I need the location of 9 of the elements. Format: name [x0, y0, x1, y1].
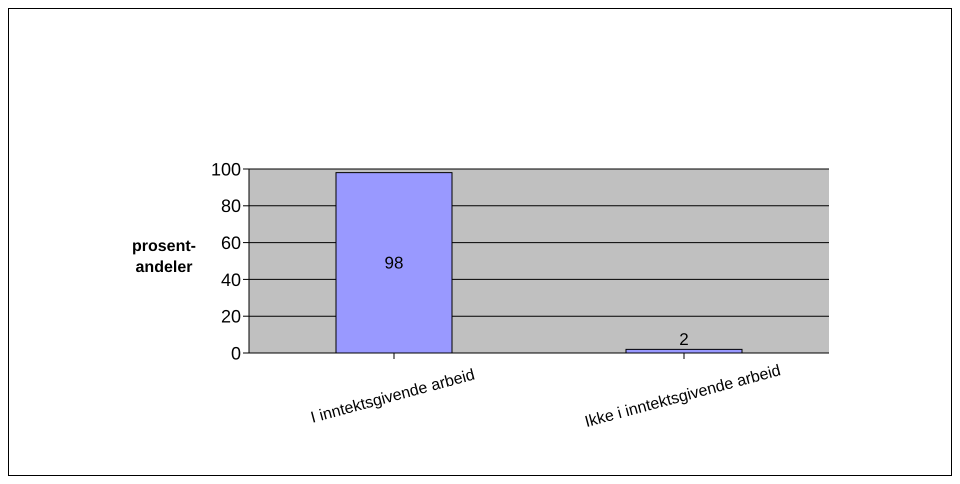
data-label: 2	[679, 330, 689, 349]
y-axis-title: prosent- andeler	[132, 238, 196, 276]
y-tick-label: 80	[220, 196, 241, 216]
y-tick-label: 0	[230, 343, 241, 364]
data-label: 98	[384, 253, 404, 272]
y-tick-label: 20	[220, 306, 241, 327]
y-tick-label: 100	[210, 159, 241, 180]
y-tick-label: 60	[220, 232, 241, 253]
y-tick-label: 40	[220, 270, 241, 290]
